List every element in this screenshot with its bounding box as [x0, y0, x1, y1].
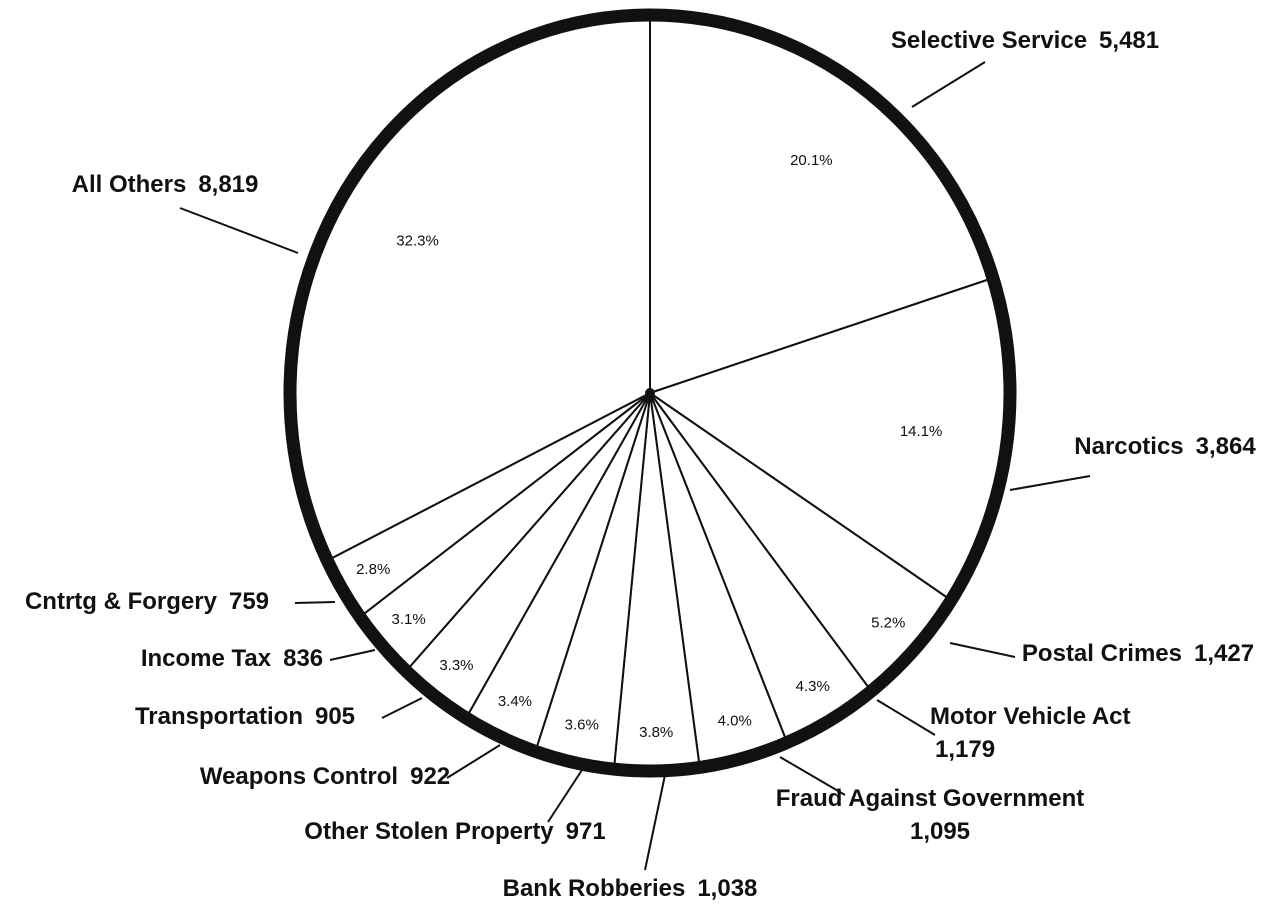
slice-label: Bank Robberies 1,038	[503, 875, 758, 902]
percent-label: 20.1%	[790, 152, 833, 169]
percent-label: 4.3%	[796, 678, 830, 695]
leader-line	[779, 756, 846, 796]
slice-label: All Others 8,819	[72, 171, 259, 198]
percent-label: 5.2%	[871, 614, 905, 631]
percent-label: 3.3%	[439, 657, 473, 674]
value-label: 836	[283, 645, 323, 672]
category-label: Weapons Control	[200, 763, 398, 790]
category-label: Cntrtg & Forgery	[25, 588, 218, 615]
value-label: 905	[315, 703, 355, 730]
pie-rim	[283, 8, 1017, 778]
slice-label: Narcotics 3,864	[1074, 433, 1256, 460]
leader-line	[547, 769, 583, 823]
slice-label: Postal Crimes 1,427	[1022, 640, 1254, 667]
percent-label: 14.1%	[900, 423, 943, 440]
leader-line	[949, 642, 1016, 658]
slice-label: Selective Service 5,481	[891, 27, 1159, 54]
slice-label: Fraud Against Government 1,095	[776, 785, 1084, 845]
category-label: Narcotics	[1074, 433, 1183, 460]
value-label: 1,427	[1194, 640, 1254, 667]
leader-line	[294, 601, 336, 604]
value-label: 1,179	[935, 736, 995, 763]
category-label: Income Tax	[141, 645, 272, 672]
value-label: 922	[410, 763, 450, 790]
category-label: Motor Vehicle Act	[930, 703, 1130, 730]
category-label: Transportation	[135, 703, 303, 730]
leader-line	[381, 697, 423, 719]
value-label: 1,095	[910, 818, 970, 845]
value-label: 759	[229, 588, 269, 615]
value-label: 1,038	[697, 875, 757, 902]
category-label: Postal Crimes	[1022, 640, 1182, 667]
value-label: 3,864	[1196, 433, 1257, 460]
category-label: Bank Robberies	[503, 875, 686, 902]
percent-label: 2.8%	[356, 561, 390, 578]
pie-center	[645, 388, 655, 398]
slice-label: Other Stolen Property 971	[304, 818, 605, 845]
slice-label: Weapons Control 922	[200, 763, 450, 790]
slice-label: Motor Vehicle Act 1,179	[930, 703, 1130, 763]
leader-line	[876, 699, 936, 736]
value-label: 5,481	[1099, 27, 1159, 54]
percent-label: 3.6%	[565, 717, 599, 734]
slice-label: Cntrtg & Forgery 759	[25, 588, 269, 615]
percent-label: 3.8%	[639, 724, 673, 741]
category-label: Other Stolen Property	[304, 818, 554, 845]
percent-label: 3.4%	[498, 693, 532, 710]
slice-label: Transportation 905	[135, 703, 355, 730]
leader-line	[1009, 475, 1091, 491]
percent-label: 3.1%	[391, 611, 425, 628]
leader-line	[644, 774, 666, 871]
value-label: 8,819	[198, 171, 258, 198]
percent-label: 4.0%	[718, 712, 752, 729]
category-label: All Others	[72, 171, 187, 198]
value-label: 971	[566, 818, 606, 845]
category-label: Fraud Against Government	[776, 785, 1084, 812]
slice-label: Income Tax 836	[141, 645, 323, 672]
percent-label: 32.3%	[396, 232, 439, 249]
leader-line	[179, 207, 299, 254]
leader-line	[446, 744, 501, 779]
leader-line	[329, 649, 376, 661]
category-label: Selective Service	[891, 27, 1087, 54]
leader-line	[911, 61, 986, 108]
